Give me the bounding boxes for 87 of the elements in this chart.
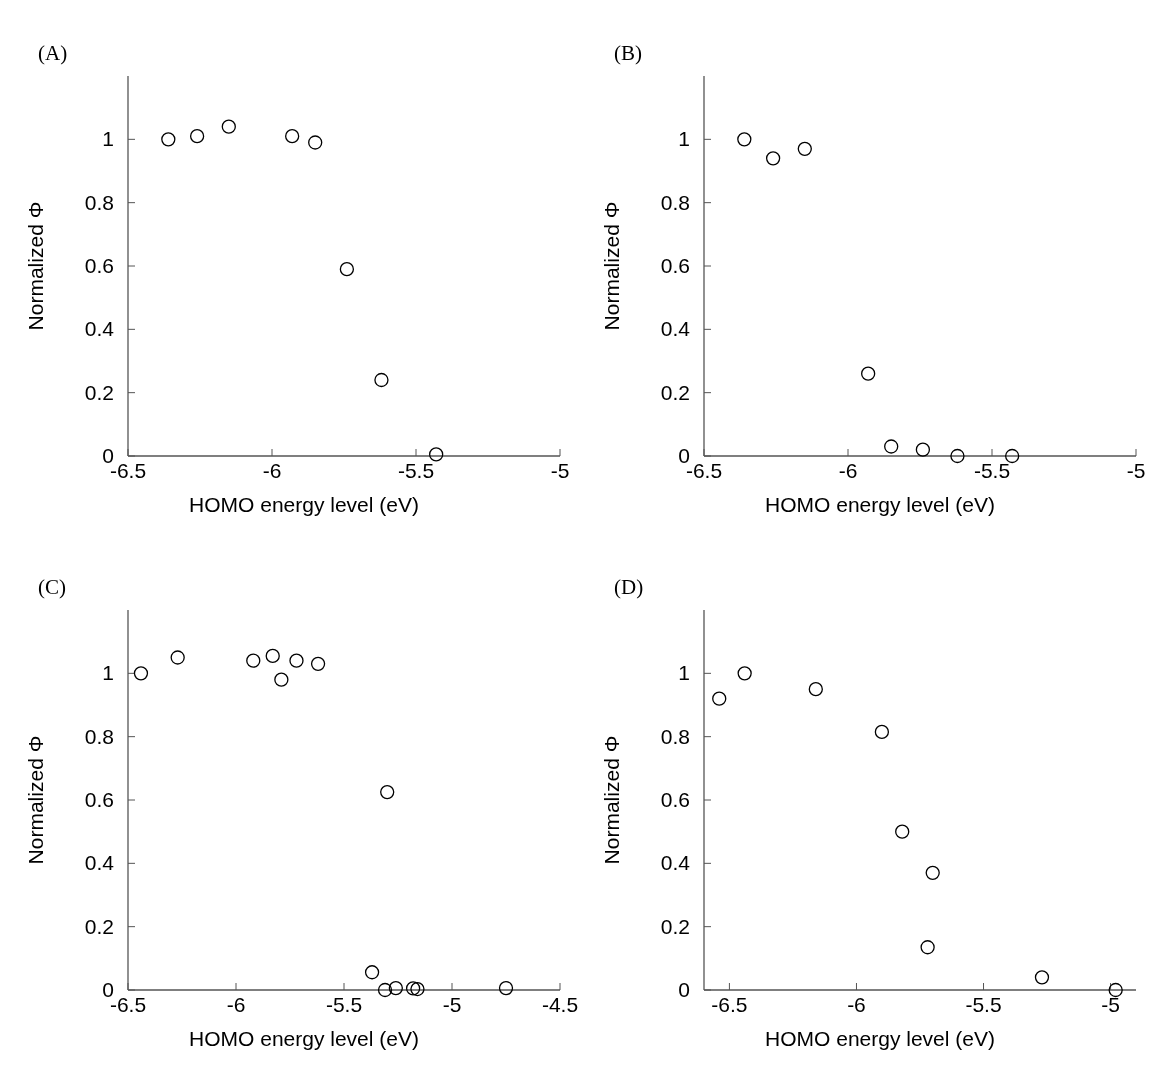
point: [161, 132, 176, 147]
point: [895, 824, 910, 839]
y-tick-label: 0.2: [84, 914, 114, 938]
point: [374, 372, 389, 388]
x-tick-label: -6: [847, 993, 866, 1016]
x-tick-label: -5.5: [397, 459, 435, 482]
point: [429, 447, 444, 462]
point: [221, 119, 236, 134]
point: [737, 132, 752, 147]
point: [915, 442, 931, 457]
x-tick-label: -5: [550, 459, 570, 482]
point: [410, 981, 425, 997]
x-axis-title: HOMO energy level (eV): [189, 493, 419, 516]
point: [861, 366, 876, 381]
y-tick-label: 0.6: [660, 788, 690, 811]
point: [1108, 982, 1123, 998]
y-tick-label: 0.2: [660, 380, 690, 404]
x-tick-label: -5.5: [973, 459, 1011, 482]
chart-title: (C): [38, 575, 66, 599]
x-tick-label: -4.5: [541, 993, 579, 1016]
point: [874, 724, 890, 740]
chart-title: (D): [614, 575, 644, 599]
point: [133, 666, 149, 681]
x-axis-title: HOMO energy level (eV): [765, 493, 995, 516]
point: [364, 965, 380, 980]
y-tick-label: 1: [102, 127, 114, 151]
y-tick-label: 0.4: [660, 317, 691, 341]
point: [189, 129, 205, 144]
y-tick-label: 0: [678, 978, 690, 1001]
x-tick-label: -5: [442, 993, 462, 1016]
point: [950, 448, 965, 464]
y-tick-label: 0.2: [660, 914, 690, 938]
point: [308, 135, 323, 150]
point: [920, 940, 935, 955]
point: [737, 666, 752, 681]
point: [388, 980, 403, 996]
y-tick-label: 0.6: [84, 254, 114, 277]
point: [265, 648, 280, 664]
point: [712, 691, 727, 706]
point: [285, 129, 300, 144]
x-axis-title: HOMO energy level (eV): [189, 1027, 419, 1050]
y-tick-label: 0: [102, 978, 114, 1001]
point: [765, 151, 781, 166]
x-tick-label: -6.5: [711, 993, 748, 1016]
y-tick-label: 1: [678, 661, 690, 685]
y-tick-label: 0: [678, 444, 690, 467]
point: [274, 672, 289, 687]
point: [380, 784, 395, 800]
x-tick-label: -6: [838, 459, 858, 482]
y-tick-label: 0.2: [84, 380, 114, 404]
y-tick-label: 0.4: [660, 851, 691, 875]
y-tick-label: 0.4: [84, 851, 115, 875]
x-tick-label: -5.5: [965, 993, 1002, 1016]
y-axis-title: Normalized Φ: [600, 735, 623, 865]
point: [498, 980, 514, 996]
point: [289, 653, 304, 668]
point: [170, 650, 185, 665]
point: [884, 439, 899, 454]
y-tick-label: 0.8: [660, 724, 690, 748]
x-tick-label: -5: [1126, 459, 1146, 482]
y-tick-label: 0.8: [660, 190, 690, 214]
x-tick-label: -5.5: [325, 993, 363, 1016]
y-tick-label: 1: [678, 127, 690, 151]
point: [1034, 970, 1050, 985]
y-axis-title: Normalized Φ: [24, 735, 47, 865]
chart-title: (B): [614, 41, 642, 65]
chart-title: (A): [38, 41, 68, 65]
y-axis-title: Normalized Φ: [600, 201, 623, 331]
y-tick-label: 0.4: [84, 317, 115, 341]
point: [808, 682, 823, 697]
y-tick-label: 0.6: [660, 254, 690, 277]
point: [925, 865, 940, 880]
y-tick-label: 0.8: [84, 724, 114, 748]
x-axis-title: HOMO energy level (eV): [765, 1027, 995, 1050]
y-tick-label: 0.8: [84, 190, 114, 214]
y-tick-label: 0: [102, 444, 114, 467]
y-tick-label: 1: [102, 661, 114, 685]
x-tick-label: -5: [1101, 993, 1120, 1016]
x-tick-label: -6: [226, 993, 246, 1016]
point: [339, 262, 355, 277]
y-axis-title: Normalized Φ: [24, 201, 47, 331]
point: [1005, 448, 1020, 464]
point: [797, 141, 812, 156]
point: [310, 656, 326, 671]
y-tick-label: 0.6: [84, 788, 114, 811]
point: [246, 653, 261, 668]
x-tick-label: -6: [262, 459, 282, 482]
